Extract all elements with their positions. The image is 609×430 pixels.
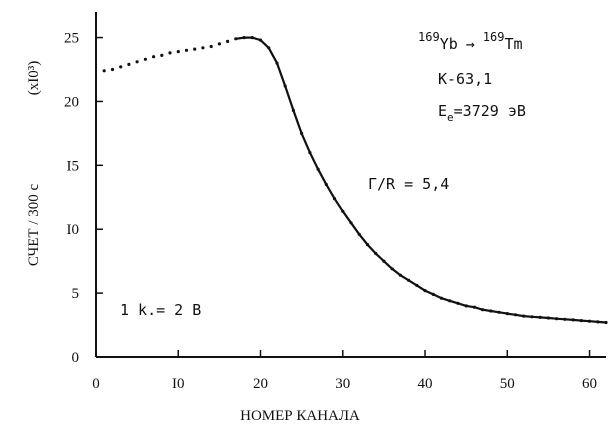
data-point [596,320,600,324]
data-point [365,243,370,247]
data-point [332,197,337,201]
y-tick-label: I0 [67,222,80,238]
data-point [110,67,115,72]
data-point [448,299,452,303]
data-point [119,65,123,69]
y-tick-label: I5 [67,158,80,174]
data-point [308,151,312,155]
data-point [201,46,205,50]
axes [95,12,606,358]
data-point [382,259,386,263]
energy-value: =3729 эВ [454,102,526,120]
energy-symbol: E [438,102,447,120]
reaction-to-element: Tm [504,35,522,53]
data-point [234,37,238,41]
energy-subscript: e [447,111,454,124]
data-point [283,84,287,88]
tick-labels: 0 I0 20 30 40 50 60 0 5 I0 I5 20 25 [64,31,597,392]
fit-curve [235,36,607,324]
data-point [439,296,444,300]
x-tick-label: I0 [172,376,185,392]
data-point [497,310,501,314]
data-point [579,319,583,323]
data-point [587,319,592,323]
data-point [102,69,106,73]
data-point [217,42,221,46]
reaction-to-mass: 169 [483,30,505,44]
data-point [530,315,534,319]
y-tick-label: 20 [64,94,79,110]
data-point [505,312,509,316]
data-point [513,313,518,317]
data-point [127,62,131,66]
y-tick-label: 5 [72,286,80,302]
x-tick-label: 0 [92,376,100,392]
y-tick-label: 0 [72,350,80,366]
data-points-group [102,36,608,325]
scale-annotation: 1 k.= 2 В [120,301,201,319]
data-point [604,320,608,325]
data-point [407,278,411,282]
data-point [168,51,172,55]
y-tick-label: 25 [64,31,79,47]
data-point [176,50,180,54]
data-point [324,182,328,187]
data-point [563,317,567,321]
y-axis-title: СЧЕТ / 300 с [26,184,42,267]
data-point [267,46,271,50]
data-point [152,55,156,59]
x-tick-label: 40 [418,376,433,392]
data-point [291,108,295,112]
ticks [95,36,591,358]
data-point [456,301,460,305]
data-point [415,283,419,287]
data-point [472,305,476,309]
data-point [357,232,361,236]
data-point [546,316,551,320]
data-point [571,318,575,322]
x-tick-label: 60 [582,376,597,392]
x-tick-label: 20 [253,376,268,392]
data-point [555,317,559,321]
data-point [242,36,246,40]
data-point [522,314,526,318]
reaction-label: 169Yb → 169Tm [418,30,523,53]
data-point [398,273,402,277]
x-tick-label: 50 [500,376,515,392]
data-point [489,309,493,313]
data-point [390,267,394,271]
data-point [349,221,353,225]
reaction-from-mass: 169 [418,30,440,44]
data-point [316,167,320,171]
data-point [184,48,189,52]
data-point [538,315,542,319]
reaction-from-element: Yb [440,35,458,53]
data-point [431,292,435,296]
data-point [226,39,230,44]
data-point [423,289,427,293]
data-point [275,61,279,65]
data-point [374,251,378,256]
data-point [300,131,304,135]
line-label: K-63,1 [438,70,492,88]
data-point [143,57,147,61]
data-point [209,44,213,49]
ratio-annotation: Г/R = 5,4 [368,175,449,193]
data-point [193,47,197,51]
reaction-annotation: 169Yb → 169Tm [418,30,523,53]
data-point [250,36,254,40]
x-tick-label: 30 [335,376,350,392]
reaction-arrow: → [466,35,475,53]
energy-label: Ee=3729 эВ [438,102,526,124]
data-point [258,38,263,42]
data-point [464,304,468,308]
data-point [160,53,164,58]
data-point [341,209,345,213]
data-point [481,308,485,312]
y-axis-multiplier: (xI0³) [26,61,42,95]
data-point [135,60,139,64]
x-axis-title: НОМЕР КАНАЛА [240,408,360,424]
fit-curve-group [235,36,607,324]
